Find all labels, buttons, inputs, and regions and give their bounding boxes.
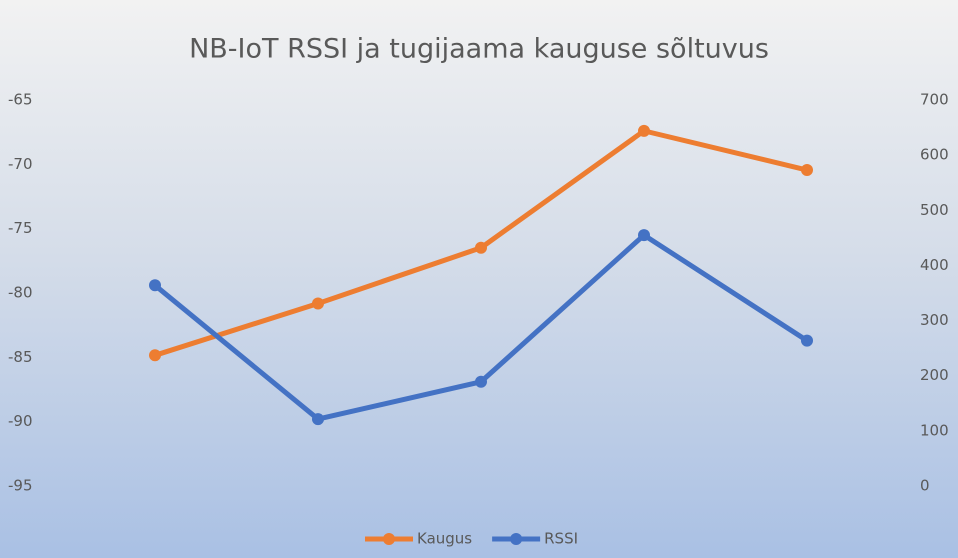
point (801, 334, 813, 347)
y2-tick-label: 0 (920, 477, 930, 495)
point (475, 375, 487, 388)
point (638, 124, 650, 137)
y-tick-label: -90 (8, 412, 33, 430)
point (312, 297, 324, 310)
y2-tick-label: 300 (920, 311, 949, 329)
point (149, 279, 161, 292)
y-tick-label: -80 (8, 284, 33, 302)
point (149, 349, 161, 362)
y-tick-label: -70 (8, 155, 33, 173)
legend-label: RSSI (544, 530, 578, 548)
point (801, 164, 813, 177)
y2-tick-label: 500 (920, 201, 949, 219)
y-tick-label: -95 (8, 477, 33, 495)
y-tick-label: -75 (8, 219, 33, 237)
y2-tick-label: 600 (920, 146, 949, 164)
point (638, 229, 650, 242)
y2-tick-label: 400 (920, 256, 949, 274)
y2-tick-label: 100 (920, 421, 949, 439)
chart-title: NB-IoT RSSI ja tugijaama kauguse sõltuvu… (189, 34, 769, 65)
y2-tick-label: 200 (920, 366, 949, 384)
point (312, 413, 324, 426)
legend-label: Kaugus (417, 530, 472, 548)
point (475, 241, 487, 254)
legend-marker (383, 533, 395, 545)
legend-marker (510, 533, 523, 545)
y-tick-label: -85 (8, 348, 33, 366)
y2-tick-label: 700 (920, 91, 949, 109)
y-tick-label: -65 (8, 91, 33, 109)
